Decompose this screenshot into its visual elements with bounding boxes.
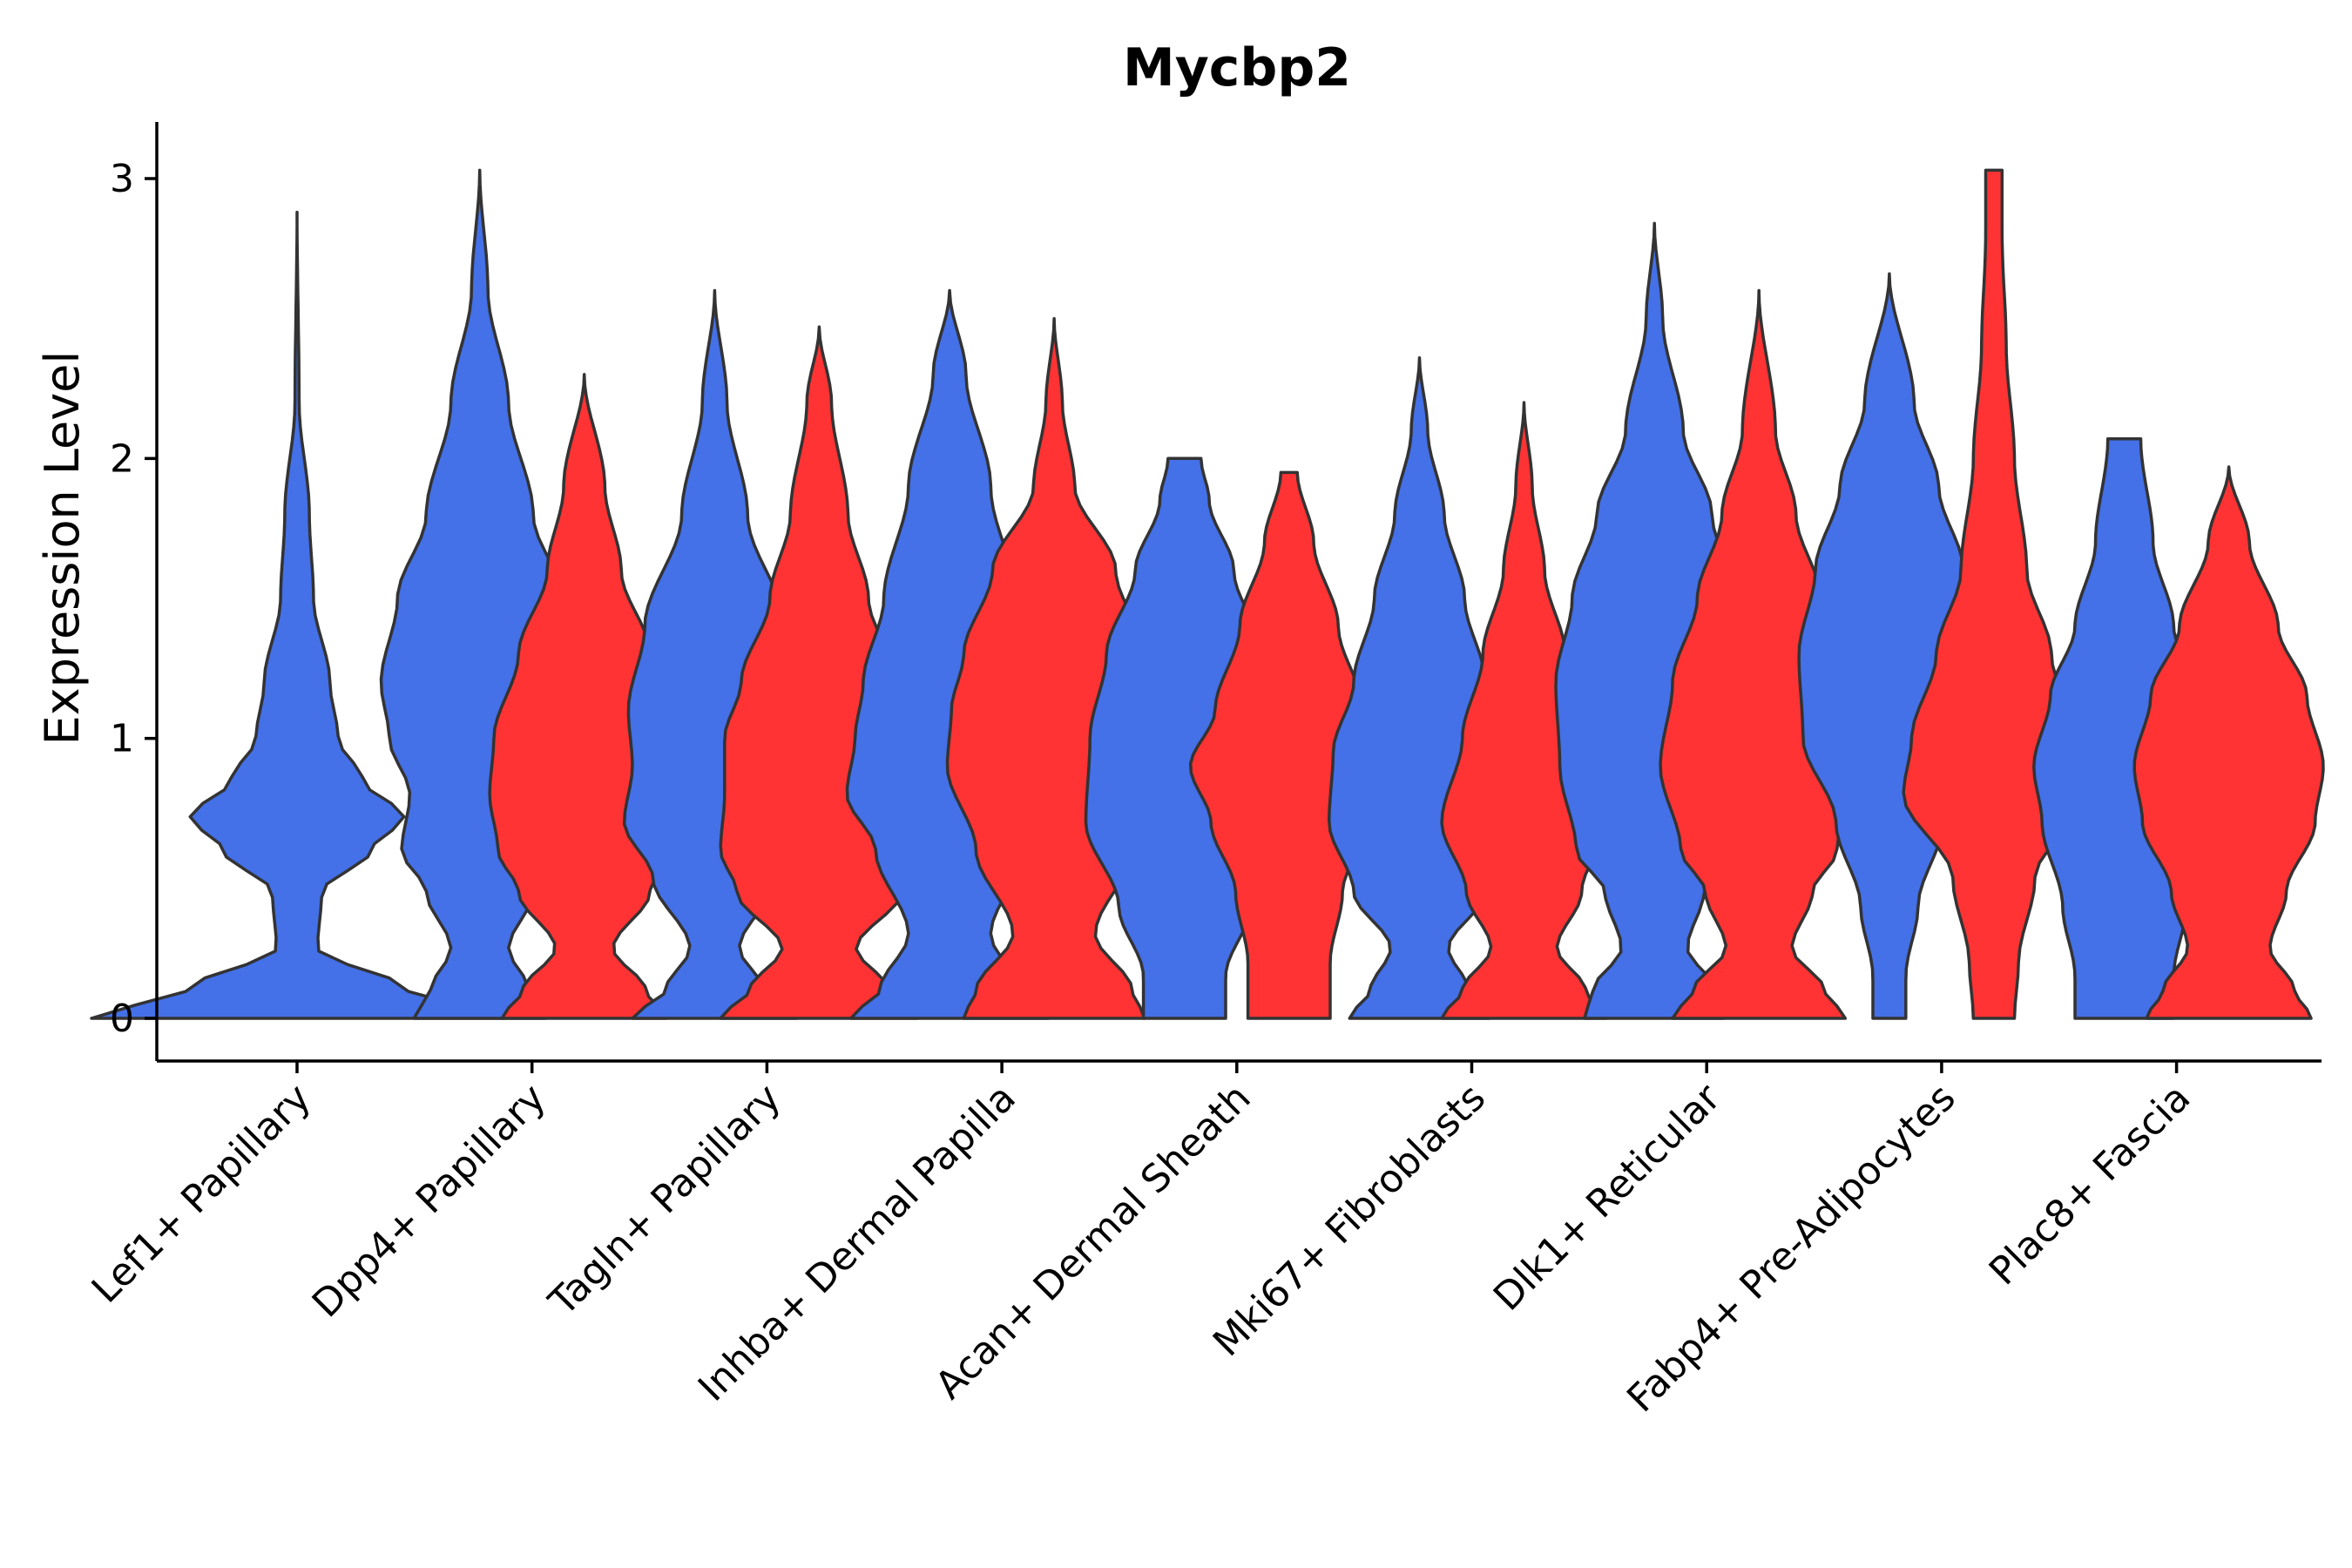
x-tick-label-3: Tagln+ Papillary bbox=[540, 1076, 789, 1325]
chart-title: Mycbp2 bbox=[1123, 37, 1351, 98]
y-tick-label-0: 0 bbox=[110, 997, 134, 1041]
violin-9-red bbox=[2132, 465, 2325, 1020]
y-tick-label-2: 2 bbox=[110, 436, 134, 481]
violin-1-blue bbox=[90, 210, 504, 1020]
x-tick-label-6: Mki67+ Fibroblasts bbox=[1205, 1076, 1494, 1365]
y-tick-label-3: 3 bbox=[110, 157, 134, 201]
y-axis-label: Expression Level bbox=[35, 351, 90, 746]
x-tick-label-1: Lef1+ Papillary bbox=[84, 1076, 320, 1312]
y-tick-label-1: 1 bbox=[110, 717, 134, 761]
x-tick-label-7: Dlk1+ Reticular bbox=[1485, 1075, 1730, 1320]
x-tick-label-9: Plac8+ Fascia bbox=[1981, 1076, 2200, 1294]
violin-layer bbox=[90, 168, 2325, 1020]
x-tick-label-2: Dpp4+ Papillary bbox=[304, 1076, 555, 1327]
